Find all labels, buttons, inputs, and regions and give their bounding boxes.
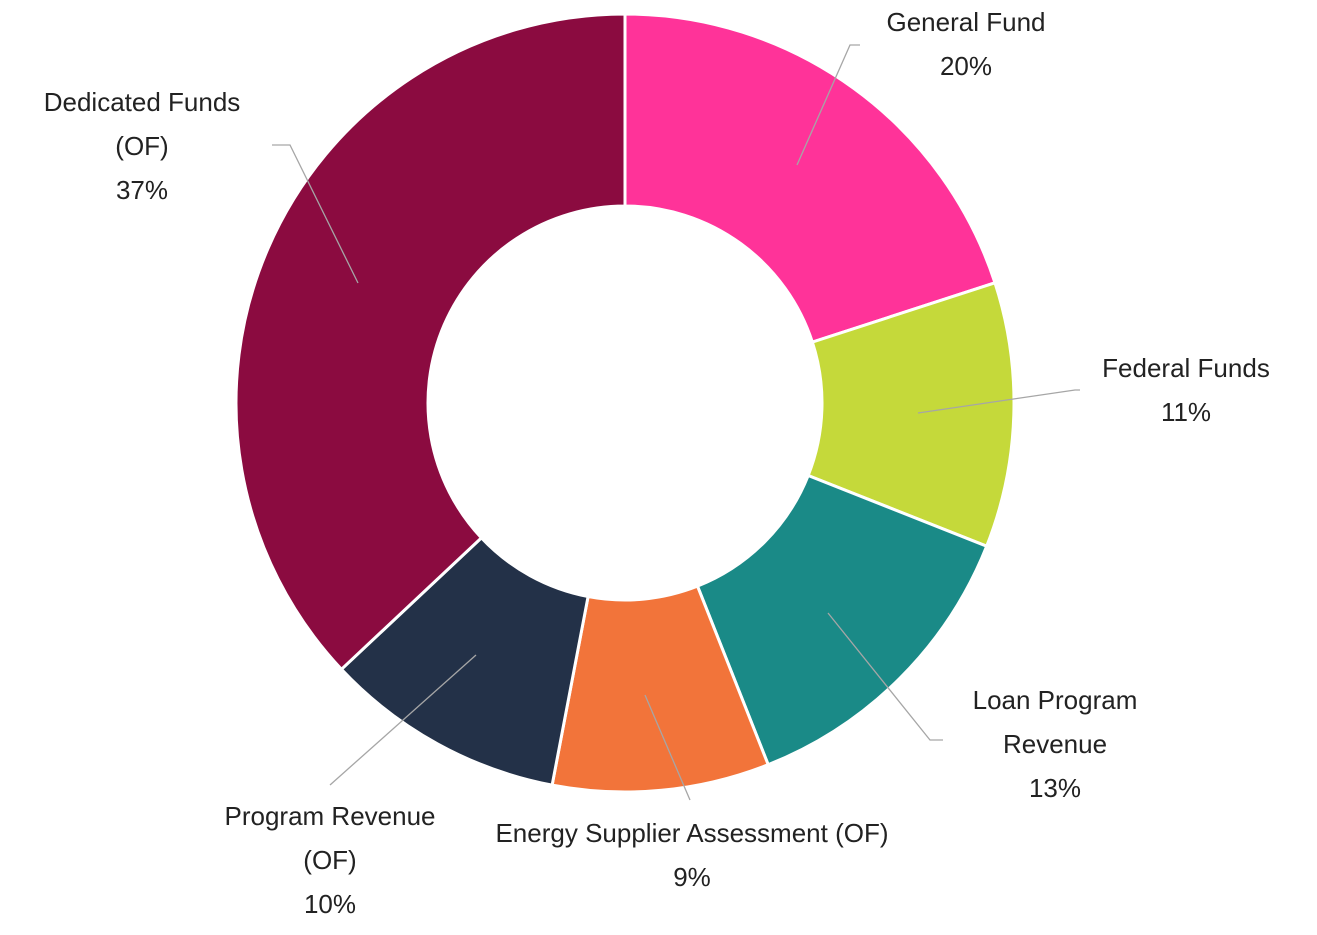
slice-label: General Fund 20% bbox=[846, 0, 1086, 88]
donut-slice bbox=[695, 473, 989, 767]
category-label: Energy Supplier Assessment (OF) bbox=[495, 818, 889, 848]
slice-label: Program Revenue (OF) 10% bbox=[205, 794, 455, 926]
category-label: Federal Funds bbox=[1102, 353, 1270, 383]
leader-line bbox=[644, 694, 691, 801]
leader-line bbox=[796, 44, 860, 166]
slice-label: Dedicated Funds (OF) 37% bbox=[17, 80, 267, 212]
slice-label: Federal Funds 11% bbox=[1066, 346, 1306, 434]
value-label: 13% bbox=[1028, 773, 1082, 803]
category-label: Dedicated Funds (OF) bbox=[43, 87, 241, 161]
donut-slice bbox=[234, 12, 627, 672]
value-label: 10% bbox=[303, 889, 357, 919]
donut-slice bbox=[806, 280, 1016, 549]
leader-line bbox=[917, 389, 1080, 414]
category-label: General Fund bbox=[886, 7, 1046, 37]
leader-line bbox=[827, 612, 943, 741]
leader-line bbox=[272, 144, 359, 284]
value-label: 11% bbox=[1160, 397, 1212, 427]
leader-line bbox=[329, 654, 477, 786]
value-label: 37% bbox=[115, 175, 169, 205]
donut-slice bbox=[623, 12, 997, 345]
slice-label: Loan Program Revenue 13% bbox=[950, 678, 1160, 810]
value-label: 20% bbox=[939, 51, 993, 81]
value-label: 9% bbox=[673, 862, 711, 892]
slice-label: Energy Supplier Assessment (OF) 9% bbox=[492, 811, 892, 899]
category-label: Program Revenue (OF) bbox=[224, 801, 436, 875]
category-label: Loan Program Revenue bbox=[972, 685, 1138, 759]
